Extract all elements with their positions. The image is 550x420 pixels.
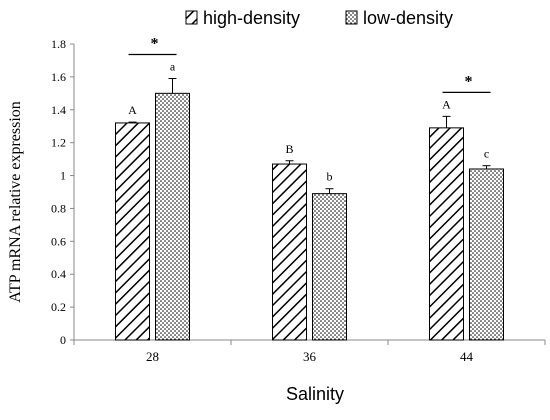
- bar-low-density: [469, 168, 504, 341]
- y-tick-label: 1.4: [51, 103, 66, 117]
- y-axis: 0 0.2 0.4 0.6 0.8 1 1.2 1.4 1.6 1.8: [51, 37, 75, 347]
- significance-letter: c: [484, 147, 489, 161]
- x-axis: 28 36 44: [73, 339, 546, 364]
- x-axis-label: Salinity: [286, 384, 344, 404]
- y-tick-label: 1: [60, 169, 66, 183]
- significance-letter: A: [442, 97, 451, 111]
- y-tick-label: 1.2: [51, 136, 66, 150]
- legend: high-density low-density: [185, 8, 453, 28]
- bars: [115, 78, 504, 341]
- bar-high-density: [115, 122, 150, 341]
- x-tick-label: 36: [303, 349, 317, 364]
- bar-low-density: [155, 92, 190, 341]
- y-tick-label: 1.8: [51, 37, 66, 51]
- y-tick-label: 0.2: [51, 300, 66, 314]
- y-tick-label: 1.6: [51, 70, 66, 84]
- x-tick-label: 28: [146, 349, 159, 364]
- y-tick-label: 0.8: [51, 201, 66, 215]
- significance-letter: A: [128, 103, 137, 117]
- significance-letter: B: [285, 142, 293, 156]
- legend-label: low-density: [363, 8, 453, 28]
- x-tick-label: 44: [460, 349, 474, 364]
- y-tick-label: 0.4: [51, 267, 66, 281]
- annotations: A B Aa b c * *: [128, 36, 491, 184]
- significance-letter: a: [170, 60, 176, 74]
- significance-asterisk: *: [151, 36, 159, 53]
- legend-swatch-low-density: [345, 10, 358, 25]
- significance-asterisk: *: [465, 73, 473, 90]
- y-tick-label: 0.6: [51, 234, 66, 248]
- significance-letter: b: [327, 170, 333, 184]
- y-tick-label: 0: [60, 333, 66, 347]
- legend-label: high-density: [203, 8, 300, 28]
- legend-swatch-high-density: [185, 10, 198, 25]
- bar-low-density: [312, 193, 347, 341]
- y-axis-label: ATP mRNA relative expression: [7, 101, 24, 303]
- bar-high-density: [429, 127, 464, 341]
- bar-high-density: [272, 163, 307, 341]
